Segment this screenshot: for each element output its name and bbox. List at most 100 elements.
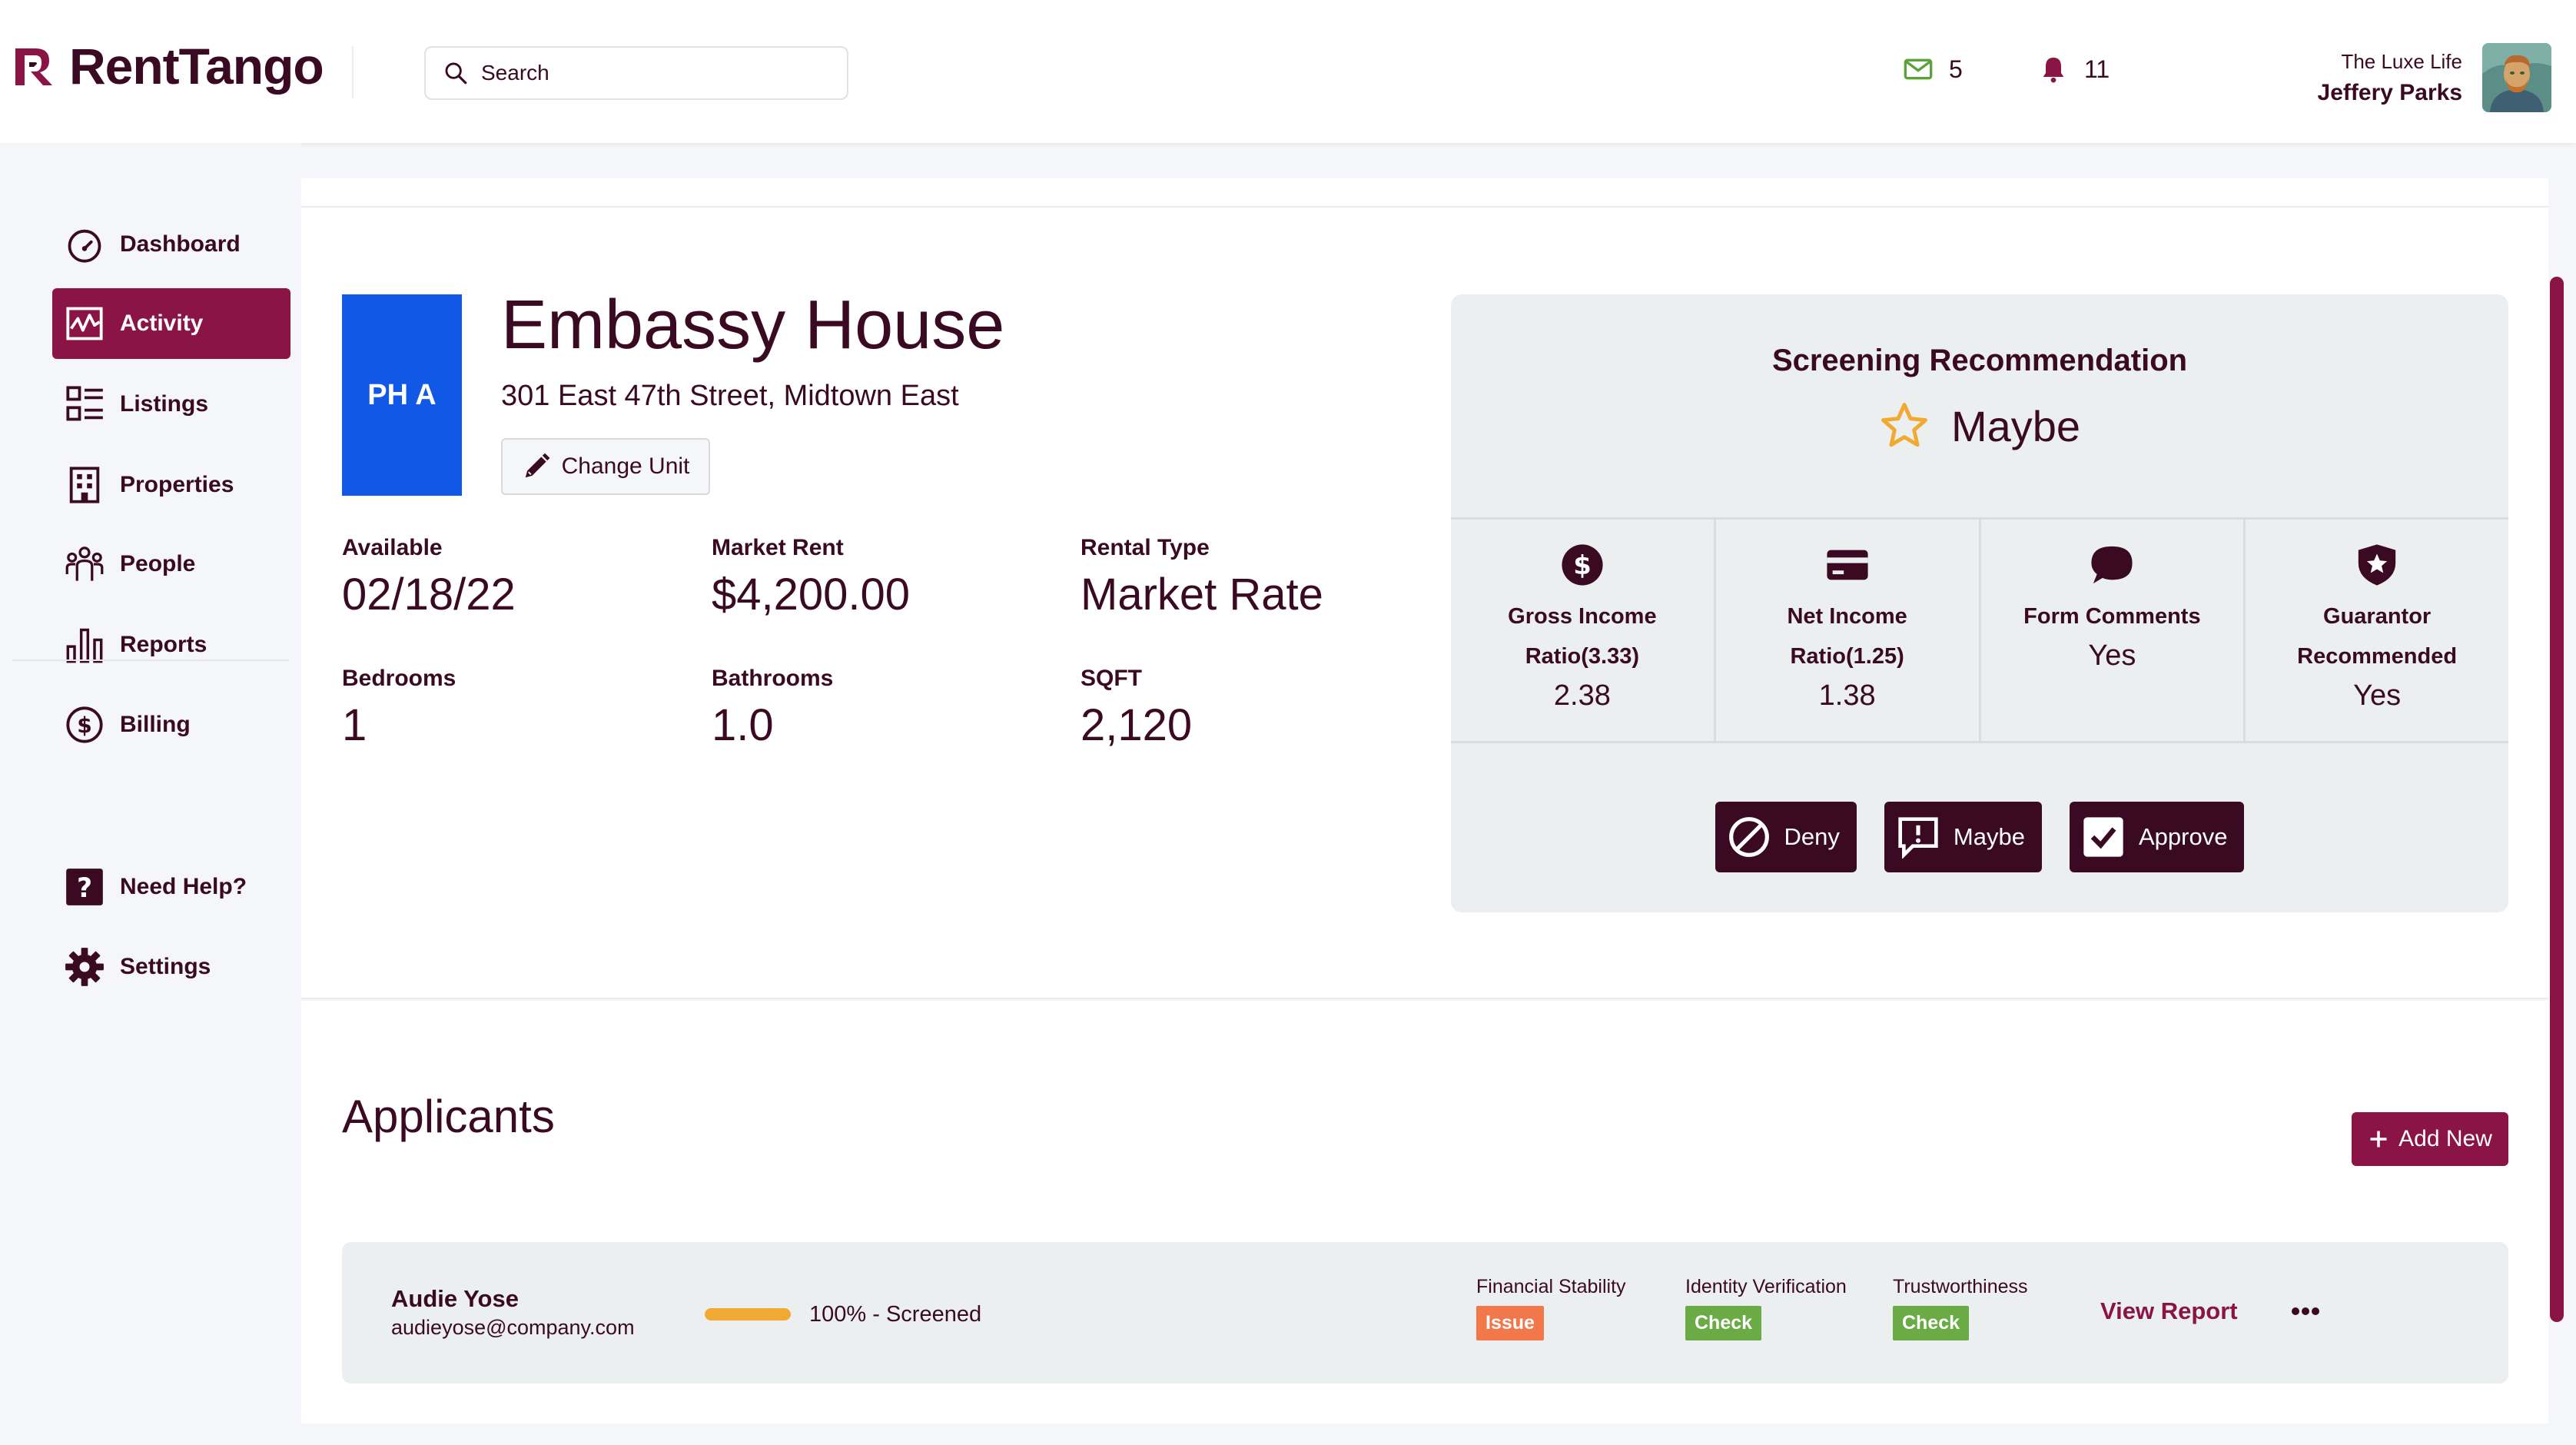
org-name: The Luxe Life	[2341, 49, 2462, 73]
sidebar-item-label: Settings	[120, 954, 211, 979]
shield-star-icon	[2358, 544, 2396, 586]
svg-text:?: ?	[77, 873, 92, 904]
sidebar-item-label: Properties	[120, 472, 234, 497]
top-header: RentTango 5 11 The Luxe Life Jeffery Par…	[0, 0, 2576, 143]
metric-value: Yes	[2088, 639, 2136, 672]
gauge-icon	[68, 229, 101, 263]
metric-label: Guarantor Recommended	[2297, 604, 2458, 669]
search-input[interactable]	[481, 61, 819, 85]
messages-indicator[interactable]: 5	[1903, 54, 1963, 85]
screening-actions: Deny Maybe Approve	[1451, 802, 2508, 872]
applicant-row: Audie Yose audieyose@company.com 100% - …	[342, 1242, 2508, 1384]
metric-form-comments: Form Comments Yes	[1981, 520, 2246, 741]
metric-label: Net Income Ratio(1.25)	[1787, 604, 1907, 669]
svg-text:$: $	[1573, 550, 1592, 580]
mail-icon	[1904, 58, 1933, 80]
fact-label: Bedrooms	[342, 666, 456, 691]
page-title: Embassy House	[501, 287, 1005, 364]
sidebar-item-label: Activity	[120, 311, 204, 336]
notifications-indicator[interactable]: 11	[2038, 54, 2110, 85]
more-options-button[interactable]	[2286, 1296, 2325, 1327]
deny-button[interactable]: Deny	[1715, 802, 1857, 872]
screening-title: Screening Recommendation	[1771, 344, 2188, 377]
sidebar-item-activity[interactable]: Activity	[52, 288, 290, 359]
fact-label: Market Rent	[712, 535, 844, 560]
star-outline-icon	[1881, 403, 1927, 447]
dollar-icon: $	[66, 706, 103, 743]
fact-label: Bathrooms	[712, 666, 834, 691]
maybe-button[interactable]: Maybe	[1884, 802, 2042, 872]
sidebar-item-label: Need Help?	[120, 874, 247, 899]
fact-value: $4,200.00	[712, 570, 911, 620]
bar-chart-icon	[66, 628, 103, 663]
fact-value: 1.0	[712, 700, 774, 750]
ellipsis-icon	[2292, 1307, 2319, 1315]
approve-button[interactable]: Approve	[2069, 802, 2245, 872]
fact-label: SQFT	[1081, 666, 1142, 691]
sidebar	[0, 143, 301, 1445]
sidebar-item-listings[interactable]: Listings	[52, 369, 290, 440]
applicant-name: Audie Yose	[391, 1285, 519, 1312]
sidebar-item-billing[interactable]: $ Billing	[52, 689, 290, 760]
fact-bedrooms: Bedrooms 1	[342, 666, 456, 751]
metric-financial-stability: Financial Stability Issue	[1476, 1276, 1626, 1340]
bell-icon	[2043, 58, 2064, 83]
metric-value: 1.38	[1818, 679, 1876, 712]
search-icon	[445, 62, 467, 85]
comment-icon	[2091, 546, 2133, 584]
avatar[interactable]	[2482, 43, 2551, 112]
gear-icon	[65, 948, 104, 986]
sidebar-item-label: Billing	[120, 712, 191, 737]
fact-available: Available 02/18/22	[342, 535, 516, 620]
building-icon	[69, 467, 100, 503]
sidebar-item-label: Listings	[120, 391, 209, 417]
add-new-button[interactable]: Add New	[2352, 1112, 2508, 1166]
user-menu[interactable]: The Luxe Life Jeffery Parks	[2318, 43, 2551, 112]
change-unit-button[interactable]: Change Unit	[501, 438, 710, 495]
plus-icon	[2370, 1131, 2387, 1148]
scrollbar[interactable]	[2550, 277, 2564, 1322]
logo[interactable]: RentTango	[12, 37, 324, 95]
metric-label: Financial Stability	[1476, 1276, 1626, 1297]
sidebar-item-help[interactable]: ? Need Help?	[52, 852, 290, 922]
sidebar-item-people[interactable]: People	[52, 529, 290, 600]
status-badge: Check	[1893, 1306, 1970, 1340]
fact-label: Available	[342, 535, 443, 560]
deny-label: Deny	[1784, 823, 1840, 850]
metric-guarantor: Guarantor Recommended Yes	[2246, 520, 2508, 741]
fact-rental-type: Rental Type Market Rate	[1081, 535, 1323, 620]
sidebar-item-dashboard[interactable]: Dashboard	[52, 209, 290, 280]
fact-market-rent: Market Rent $4,200.00	[712, 535, 910, 620]
add-new-label: Add New	[2398, 1126, 2492, 1151]
metric-value: 2.38	[1553, 679, 1611, 712]
sidebar-item-reports[interactable]: Reports	[52, 610, 290, 680]
svg-text:$: $	[77, 713, 92, 738]
fact-value: 02/18/22	[342, 570, 516, 620]
metric-gross-income: $ Gross Income Ratio(3.33) 2.38	[1451, 520, 1716, 741]
help-icon: ?	[66, 869, 103, 905]
header-divider	[352, 46, 354, 98]
screening-panel: Screening Recommendation Maybe $ Gross I…	[1451, 294, 2508, 912]
content-top-strip	[301, 178, 2548, 208]
sidebar-item-settings[interactable]: Settings	[52, 932, 290, 1002]
metric-label: Trustworthiness	[1893, 1276, 2028, 1297]
fact-value: 2,120	[1081, 700, 1193, 750]
sidebar-item-properties[interactable]: Properties	[52, 450, 290, 520]
dollar-circle-icon: $	[1562, 544, 1603, 586]
sidebar-item-label: Dashboard	[120, 231, 241, 257]
search-box[interactable]	[424, 46, 848, 100]
pencil-icon	[525, 453, 550, 478]
sidebar-item-label: People	[120, 551, 196, 576]
metric-label: Form Comments	[2023, 604, 2201, 629]
fact-value: 1	[342, 700, 367, 750]
screening-progress-bar	[705, 1308, 791, 1320]
people-icon	[65, 546, 104, 581]
view-report-link[interactable]: View Report	[2100, 1297, 2238, 1324]
listings-icon	[66, 386, 103, 421]
metric-label: Gross Income Ratio(3.33)	[1508, 604, 1657, 669]
fact-sqft: SQFT 2,120	[1081, 666, 1192, 751]
sidebar-divider	[12, 659, 289, 661]
metric-identity-verification: Identity Verification Check	[1685, 1276, 1847, 1340]
credit-card-icon	[1827, 550, 1868, 580]
logo-mark-icon	[15, 48, 52, 85]
